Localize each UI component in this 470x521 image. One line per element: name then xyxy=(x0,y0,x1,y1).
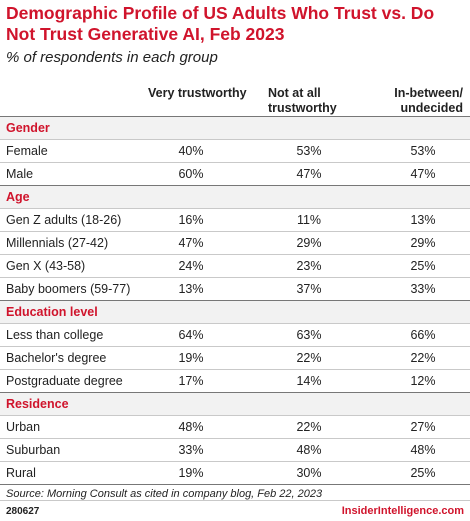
cell-value: 19% xyxy=(178,466,204,480)
section-label: Age xyxy=(6,190,30,204)
cell-value: 22% xyxy=(296,351,322,365)
table-row: Bachelor's degree 19% 22% 22% xyxy=(0,346,470,369)
table-row: Gen X (43-58) 24% 23% 25% xyxy=(0,254,470,277)
row-label: Rural xyxy=(6,466,36,480)
cell-value: 53% xyxy=(296,144,322,158)
table-row: Less than college 64% 63% 66% xyxy=(0,323,470,346)
row-label: Urban xyxy=(6,420,41,434)
cell-value: 60% xyxy=(178,167,204,181)
cell-value: 66% xyxy=(410,328,436,342)
table-row: Male 60% 47% 47% xyxy=(0,162,470,185)
row-label: Gen Z adults (18-26) xyxy=(6,213,122,227)
cell-value: 13% xyxy=(178,282,204,296)
cell-value: 33% xyxy=(410,282,436,296)
cell-value: 53% xyxy=(410,144,436,158)
cell-value: 25% xyxy=(410,466,436,480)
section-label: Gender xyxy=(6,121,50,135)
table-row: Female 40% 53% 53% xyxy=(0,139,470,162)
column-header-very-trustworthy: Very trustworthy xyxy=(148,86,247,100)
cell-value: 40% xyxy=(178,144,204,158)
row-label: Bachelor's degree xyxy=(6,351,107,365)
column-header-not-at-all-trustworthy: Not at all trustworthy xyxy=(268,86,337,115)
cell-value: 29% xyxy=(296,236,322,250)
cell-value: 23% xyxy=(296,259,322,273)
row-label: Suburban xyxy=(6,443,61,457)
cell-value: 48% xyxy=(178,420,204,434)
cell-value: 48% xyxy=(296,443,322,457)
cell-value: 13% xyxy=(410,213,436,227)
data-table: Gender Female 40% 53% 53% Male 60% 47% 47% Age Gen… xyxy=(0,116,470,484)
table-row: Rural 19% 30% 25% xyxy=(0,461,470,484)
section-header-row: Education level xyxy=(0,300,470,323)
cell-value: 19% xyxy=(178,351,204,365)
cell-value: 30% xyxy=(296,466,322,480)
chart-subtitle: % of respondents in each group xyxy=(6,49,218,66)
source-note: Source: Morning Consult as cited in comp… xyxy=(0,484,470,501)
section-label: Residence xyxy=(6,397,69,411)
table-row: Postgraduate degree 17% 14% 12% xyxy=(0,369,470,392)
cell-value: 47% xyxy=(178,236,204,250)
cell-value: 22% xyxy=(410,351,436,365)
cell-value: 29% xyxy=(410,236,436,250)
cell-value: 25% xyxy=(410,259,436,273)
cell-value: 33% xyxy=(178,443,204,457)
section-header-row: Gender xyxy=(0,116,470,139)
row-label: Gen X (43-58) xyxy=(6,259,86,273)
cell-value: 14% xyxy=(296,374,322,388)
cell-value: 47% xyxy=(410,167,436,181)
cell-value: 64% xyxy=(178,328,204,342)
cell-value: 16% xyxy=(178,213,204,227)
cell-value: 24% xyxy=(178,259,204,273)
cell-value: 11% xyxy=(296,213,322,227)
cell-value: 63% xyxy=(296,328,322,342)
table-row: Gen Z adults (18-26) 16% 11% 13% xyxy=(0,208,470,231)
section-header-row: Age xyxy=(0,185,470,208)
cell-value: 27% xyxy=(410,420,436,434)
brand-logo: InsiderIntelligence.com xyxy=(341,505,464,517)
row-label: Millennials (27-42) xyxy=(6,236,109,250)
cell-value: 12% xyxy=(410,374,436,388)
section-label: Education level xyxy=(6,305,98,319)
row-label: Baby boomers (59-77) xyxy=(6,282,131,296)
cell-value: 22% xyxy=(296,420,322,434)
row-label: Male xyxy=(6,167,34,181)
row-label: Postgraduate degree xyxy=(6,374,123,388)
chart-id: 280627 xyxy=(6,506,40,517)
cell-value: 37% xyxy=(296,282,322,296)
table-row: Suburban 33% 48% 48% xyxy=(0,438,470,461)
cell-value: 47% xyxy=(296,167,322,181)
table-row: Millennials (27-42) 47% 29% 29% xyxy=(0,231,470,254)
column-header-in-between-undecided: In-between/ undecided xyxy=(394,86,463,115)
row-label: Less than college xyxy=(6,328,104,342)
table-row: Urban 48% 22% 27% xyxy=(0,415,470,438)
cell-value: 48% xyxy=(410,443,436,457)
footer: 280627 InsiderIntelligence.com xyxy=(0,500,470,521)
row-label: Female xyxy=(6,144,48,158)
cell-value: 17% xyxy=(178,374,204,388)
section-header-row: Residence xyxy=(0,392,470,415)
table-row: Baby boomers (59-77) 13% 37% 33% xyxy=(0,277,470,300)
chart-title: Demographic Profile of US Adults Who Tru… xyxy=(6,3,435,44)
